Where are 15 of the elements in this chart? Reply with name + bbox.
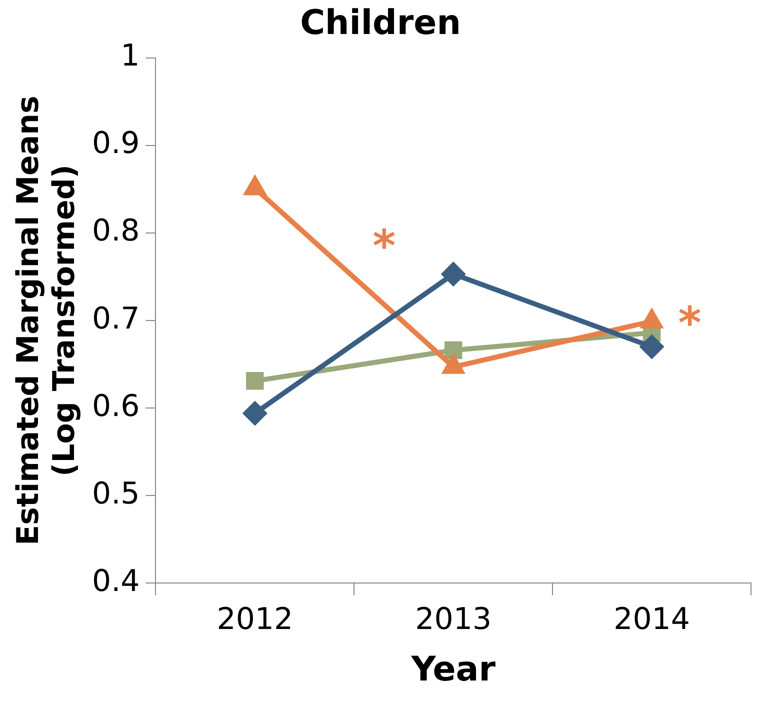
y-tick-label: 0.9 [92, 126, 140, 162]
y-tick-label: 0.5 [92, 476, 140, 512]
x-tick-label: 2013 [415, 602, 492, 637]
chart-title: Children [300, 3, 461, 44]
y-tick-label: 1 [120, 38, 140, 74]
x-axis-title: Year [410, 649, 496, 690]
x-tick-label: 2014 [614, 602, 690, 637]
annotation: * [678, 298, 702, 349]
x-tick-label: 2012 [216, 602, 294, 637]
y-tick-label: 0.4 [92, 564, 140, 599]
y-axis-title: Estimated Marginal Means (Log Transformed) [10, 96, 82, 546]
y-tick-label: 0.7 [92, 301, 140, 336]
annotation: * [372, 221, 396, 272]
y-tick-label: 0.8 [92, 214, 140, 249]
y-tick-label: 0.6 [92, 388, 140, 424]
